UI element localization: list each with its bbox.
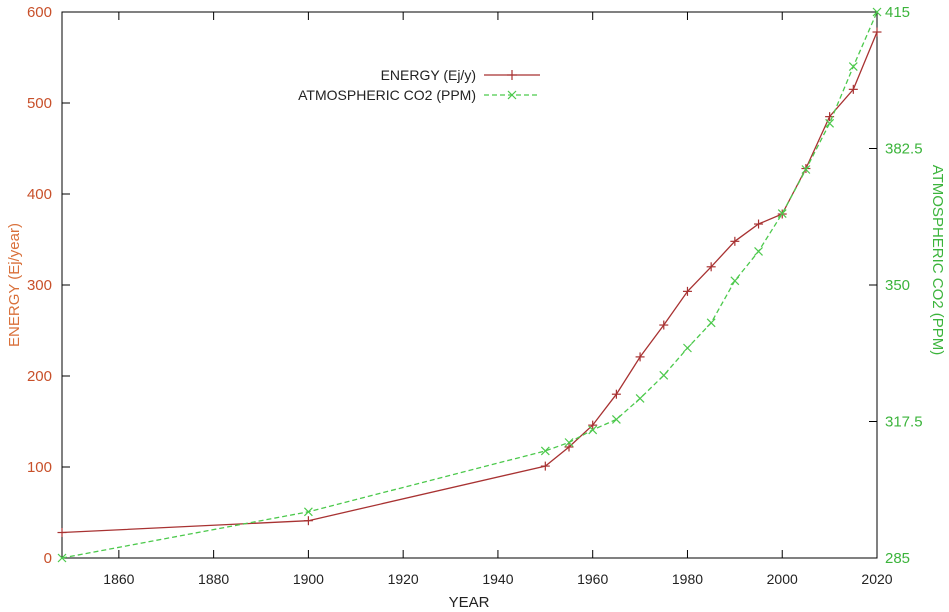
data-point-co2 [848, 62, 858, 72]
legend: ENERGY (Ej/y) ATMOSPHERIC CO2 (PPM) [298, 67, 540, 103]
data-point-co2 [635, 393, 645, 403]
legend-marker-energy [507, 70, 517, 80]
data-point-co2 [564, 438, 574, 447]
data-point-co2 [706, 318, 716, 328]
y-tick-label-left: 200 [27, 368, 52, 385]
x-tick-label: 1960 [577, 571, 608, 587]
ticks-layer: 0 100 200 300 400 500 600 285 317.5 350 382.5 415 18… [27, 4, 923, 587]
data-point-energy [730, 236, 740, 246]
data-point-energy [659, 320, 669, 330]
data-point-energy [588, 420, 598, 430]
data-point-co2 [611, 414, 621, 424]
y-tick-label-right: 382.5 [885, 141, 923, 158]
data-point-co2 [303, 507, 313, 517]
x-tick-label: 1860 [103, 571, 134, 587]
data-point-co2 [730, 276, 740, 286]
data-point-co2 [540, 446, 550, 456]
x-tick-label: 1920 [388, 571, 419, 587]
y-tick-label-right: 285 [885, 550, 910, 567]
y-tick-label-left: 300 [27, 277, 52, 294]
y-tick-label-left: 100 [27, 459, 52, 476]
y-tick-label-left: 400 [27, 186, 52, 203]
x-tick-label: 1900 [293, 571, 324, 587]
data-point-co2 [872, 7, 882, 17]
series-layer [57, 7, 882, 563]
data-point-co2 [588, 425, 598, 435]
data-point-co2 [683, 343, 692, 353]
data-point-co2 [754, 246, 763, 256]
legend-label-co2: ATMOSPHERIC CO2 (PPM) [298, 87, 476, 103]
x-tick-label: 1880 [198, 571, 229, 587]
data-point-energy [848, 84, 858, 94]
y-axis-label-right: ATMOSPHERIC CO2 (PPM) [929, 165, 946, 356]
data-point-energy [57, 528, 67, 538]
legend-marker-co2 [507, 90, 517, 100]
data-point-energy [706, 262, 716, 272]
data-point-co2 [825, 118, 835, 128]
data-point-co2 [57, 553, 67, 563]
data-point-energy [303, 516, 313, 526]
data-point-energy [540, 461, 550, 471]
y-tick-label-left: 600 [27, 4, 52, 21]
data-point-co2 [659, 370, 669, 380]
data-point-energy [564, 442, 574, 452]
data-point-energy [754, 219, 764, 229]
x-tick-label: 2020 [861, 571, 892, 587]
data-point-energy [611, 389, 621, 399]
x-axis-label: YEAR [449, 594, 490, 611]
data-point-co2 [801, 165, 811, 174]
data-point-co2 [777, 209, 787, 219]
data-point-energy [682, 286, 692, 296]
x-tick-label: 2000 [767, 571, 798, 587]
series-line-energy [61, 31, 878, 534]
data-point-energy [635, 352, 645, 362]
data-point-energy [872, 27, 882, 37]
y-tick-label-left: 500 [27, 95, 52, 112]
y-axis-label-left: ENERGY (Ej/year) [6, 223, 23, 347]
legend-label-energy: ENERGY (Ej/y) [381, 67, 476, 83]
y-tick-label-right: 317.5 [885, 414, 923, 431]
y-tick-label-left: 0 [44, 550, 52, 567]
x-tick-label: 1980 [672, 571, 703, 587]
y-tick-label-right: 350 [885, 277, 910, 294]
x-tick-label: 1940 [482, 571, 513, 587]
y-tick-label-right: 415 [885, 4, 910, 21]
